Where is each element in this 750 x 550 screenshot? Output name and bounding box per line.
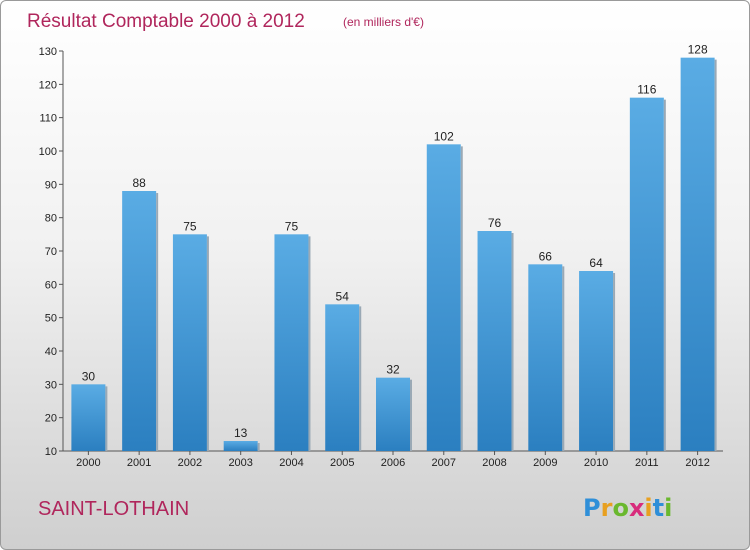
x-tick-label: 2012	[685, 457, 709, 469]
y-tick-label: 30	[45, 379, 57, 391]
data-label: 75	[285, 219, 299, 233]
data-label: 66	[539, 249, 553, 263]
bar	[172, 234, 207, 451]
data-label: 102	[434, 129, 454, 143]
x-tick-label: 2000	[76, 457, 100, 469]
x-tick-label: 2009	[533, 457, 557, 469]
y-tick-label: 10	[45, 446, 57, 458]
x-tick-label: 2001	[127, 457, 151, 469]
bar	[528, 264, 563, 451]
data-label: 88	[132, 176, 146, 190]
data-label: 64	[589, 256, 603, 270]
bar	[680, 57, 715, 452]
bar	[579, 271, 614, 451]
data-label: 116	[637, 83, 656, 97]
y-tick-label: 50	[45, 313, 57, 325]
axes: 10 20 30 40 50 60 70 80 90 100 110 120 130 2000 2001 20…	[39, 46, 723, 469]
chart-title: Résultat Comptable 2000 à 2012	[27, 11, 305, 32]
logo-letter: P	[583, 494, 601, 522]
x-tick-label: 2002	[178, 457, 202, 469]
proxiti-logo: Proxiti	[583, 494, 672, 522]
x-tick-label: 2006	[381, 457, 405, 469]
data-label: 76	[488, 216, 502, 230]
data-label: 13	[234, 426, 248, 440]
commune-name: SAINT-LOTHAIN	[38, 498, 189, 520]
x-tick-label: 2007	[432, 457, 456, 469]
y-tick-label: 20	[45, 413, 57, 425]
logo-letter: o	[612, 494, 629, 522]
bar	[122, 191, 157, 451]
chart-subtitle: (en milliers d'€)	[343, 15, 424, 29]
data-label: 32	[386, 363, 400, 377]
y-tick-label: 100	[39, 146, 57, 158]
y-tick-label: 60	[45, 279, 57, 291]
logo-letter: r	[601, 494, 613, 522]
y-tick-label: 40	[45, 346, 57, 358]
bar	[325, 304, 360, 451]
data-label: 54	[336, 289, 350, 303]
data-label: 75	[183, 219, 197, 233]
logo-letter: t	[653, 494, 664, 522]
logo-letter: i	[664, 494, 672, 522]
x-tick-label: 2010	[584, 457, 608, 469]
y-tick-label: 80	[45, 213, 57, 225]
x-tick-label: 2003	[228, 457, 252, 469]
logo-letter: x	[629, 494, 645, 522]
logo-letter: i	[644, 494, 652, 522]
x-tick-label: 2011	[635, 457, 659, 469]
bar	[274, 234, 309, 451]
bars: 30 88 75 13 75 54 32 102 76 66 64 116 128	[71, 43, 717, 452]
y-tick-label: 70	[45, 246, 57, 258]
data-label: 30	[82, 369, 96, 383]
bar	[376, 377, 410, 451]
data-label: 128	[688, 43, 708, 57]
x-tick-label: 2005	[330, 457, 354, 469]
bar	[71, 384, 106, 451]
bar	[426, 144, 461, 452]
x-tick-label: 2008	[482, 457, 506, 469]
x-tick-label: 2004	[279, 457, 303, 469]
y-tick-label: 110	[39, 113, 57, 125]
y-tick-label: 90	[45, 179, 57, 191]
bar	[477, 231, 512, 451]
bar	[629, 97, 664, 452]
y-tick-label: 130	[39, 46, 57, 58]
y-tick-label: 120	[39, 79, 57, 91]
bar	[223, 441, 258, 451]
